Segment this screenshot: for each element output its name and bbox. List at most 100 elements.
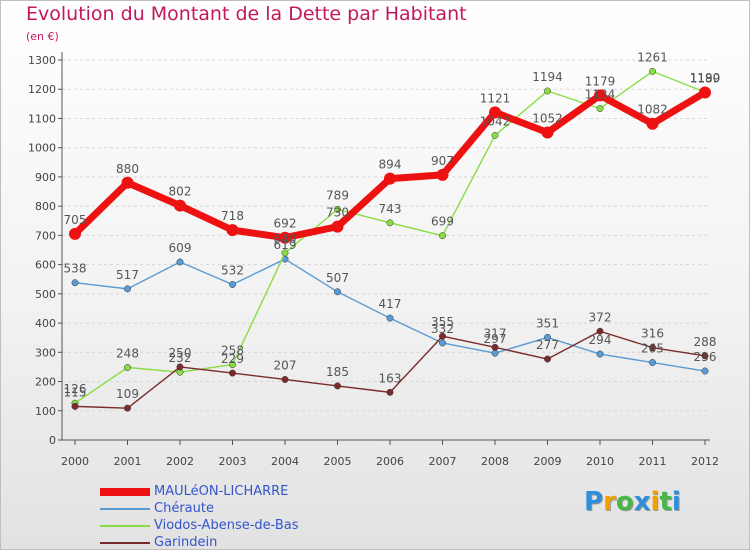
- x-tick-label: 2010: [586, 455, 614, 468]
- data-label: 294: [589, 333, 612, 347]
- y-tick-label: 300: [35, 346, 56, 359]
- data-label: 538: [64, 262, 87, 276]
- logo-letter: o: [615, 487, 634, 517]
- data-point: [384, 172, 396, 185]
- x-tick-label: 2004: [271, 455, 299, 468]
- y-tick-label: 1300: [28, 54, 56, 67]
- data-label: 355: [431, 315, 454, 329]
- data-point: [439, 332, 446, 340]
- data-point: [439, 339, 446, 347]
- y-tick-label: 1100: [28, 112, 56, 125]
- legend-swatch: [100, 507, 150, 510]
- data-label: 1189: [690, 71, 721, 85]
- data-point: [439, 232, 446, 240]
- data-label: 258: [221, 344, 244, 358]
- x-tick-label: 2002: [166, 455, 194, 468]
- data-point: [334, 205, 341, 213]
- logo-letter: i: [650, 487, 660, 517]
- data-point: [596, 105, 604, 112]
- data-point: [281, 376, 289, 383]
- data-point: [544, 355, 551, 363]
- data-label: 517: [116, 268, 139, 282]
- legend-swatch: [100, 541, 150, 544]
- data-label: 115: [64, 385, 87, 399]
- y-tick-label: 1200: [28, 83, 56, 96]
- data-point: [699, 86, 711, 99]
- y-tick-label: 900: [35, 171, 56, 184]
- data-point: [649, 67, 656, 75]
- logo-letter: t: [659, 487, 672, 517]
- legend-label: Garindein: [154, 535, 218, 550]
- y-tick-label: 600: [35, 259, 56, 272]
- data-point: [279, 231, 291, 244]
- data-point: [491, 131, 499, 139]
- x-tick-label: 2007: [429, 455, 457, 468]
- legend-label: Viodos-Abense-de-Bas: [154, 518, 299, 533]
- logo-letter: P: [584, 487, 604, 517]
- data-point: [491, 349, 499, 357]
- legend-item: Chéraute: [100, 500, 299, 517]
- data-point: [701, 367, 709, 375]
- data-label: 1194: [532, 70, 563, 84]
- data-label: 277: [536, 338, 559, 352]
- data-label: 907: [431, 154, 454, 168]
- data-point: [71, 279, 79, 287]
- y-tick-label: 800: [35, 200, 56, 213]
- data-label: 417: [379, 297, 402, 311]
- data-point: [596, 350, 604, 358]
- data-point: [649, 344, 656, 352]
- data-point: [489, 106, 501, 119]
- data-label: 1052: [532, 111, 563, 125]
- data-point: [544, 87, 551, 95]
- data-point: [646, 117, 659, 130]
- data-label: 1121: [480, 91, 511, 105]
- proxiti-logo: Proxiti: [584, 487, 681, 517]
- data-point: [174, 199, 186, 212]
- y-tick-label: 100: [35, 405, 56, 418]
- data-label: 699: [431, 215, 454, 229]
- data-label: 288: [694, 335, 717, 349]
- data-point: [386, 219, 394, 227]
- data-label: 126: [64, 382, 87, 396]
- data-point: [124, 364, 131, 371]
- x-tick-label: 2009: [534, 455, 562, 468]
- data-label: 109: [116, 387, 139, 401]
- legend-label: MAULéON-LICHARRE: [154, 484, 289, 499]
- x-tick-label: 2000: [61, 455, 89, 468]
- data-point: [121, 176, 134, 189]
- data-label: 894: [379, 158, 402, 172]
- data-label: 640: [274, 232, 297, 246]
- y-tick-label: 700: [35, 229, 56, 242]
- data-label: 507: [326, 271, 349, 285]
- y-tick-label: 500: [35, 288, 56, 301]
- chart-subtitle: (en €): [26, 30, 59, 43]
- data-label: 1082: [637, 103, 668, 117]
- data-label: 163: [379, 371, 402, 385]
- data-point: [594, 89, 606, 102]
- data-point: [436, 168, 449, 181]
- legend-item: Viodos-Abense-de-Bas: [100, 517, 299, 534]
- data-label: 730: [326, 206, 349, 220]
- y-tick-label: 1000: [28, 142, 56, 155]
- logo-letter: x: [633, 487, 651, 517]
- data-label: 248: [116, 347, 139, 361]
- data-point: [229, 281, 236, 288]
- legend-item: MAULéON-LICHARRE: [100, 483, 299, 500]
- logo-letter: i: [671, 487, 681, 517]
- data-point: [69, 227, 81, 240]
- x-tick-label: 2001: [114, 455, 142, 468]
- data-point: [541, 126, 554, 139]
- chart-title: Evolution du Montant de la Dette par Hab…: [26, 3, 467, 25]
- data-point: [124, 404, 131, 412]
- data-point: [176, 258, 184, 266]
- data-label: 743: [379, 202, 402, 216]
- x-tick-label: 2012: [691, 455, 719, 468]
- data-label: 297: [484, 332, 507, 346]
- data-label: 317: [484, 326, 507, 340]
- data-label: 880: [116, 162, 139, 176]
- data-point: [176, 363, 184, 371]
- data-point: [334, 382, 341, 390]
- logo-letter: r: [603, 487, 616, 517]
- data-label: 1042: [480, 114, 511, 128]
